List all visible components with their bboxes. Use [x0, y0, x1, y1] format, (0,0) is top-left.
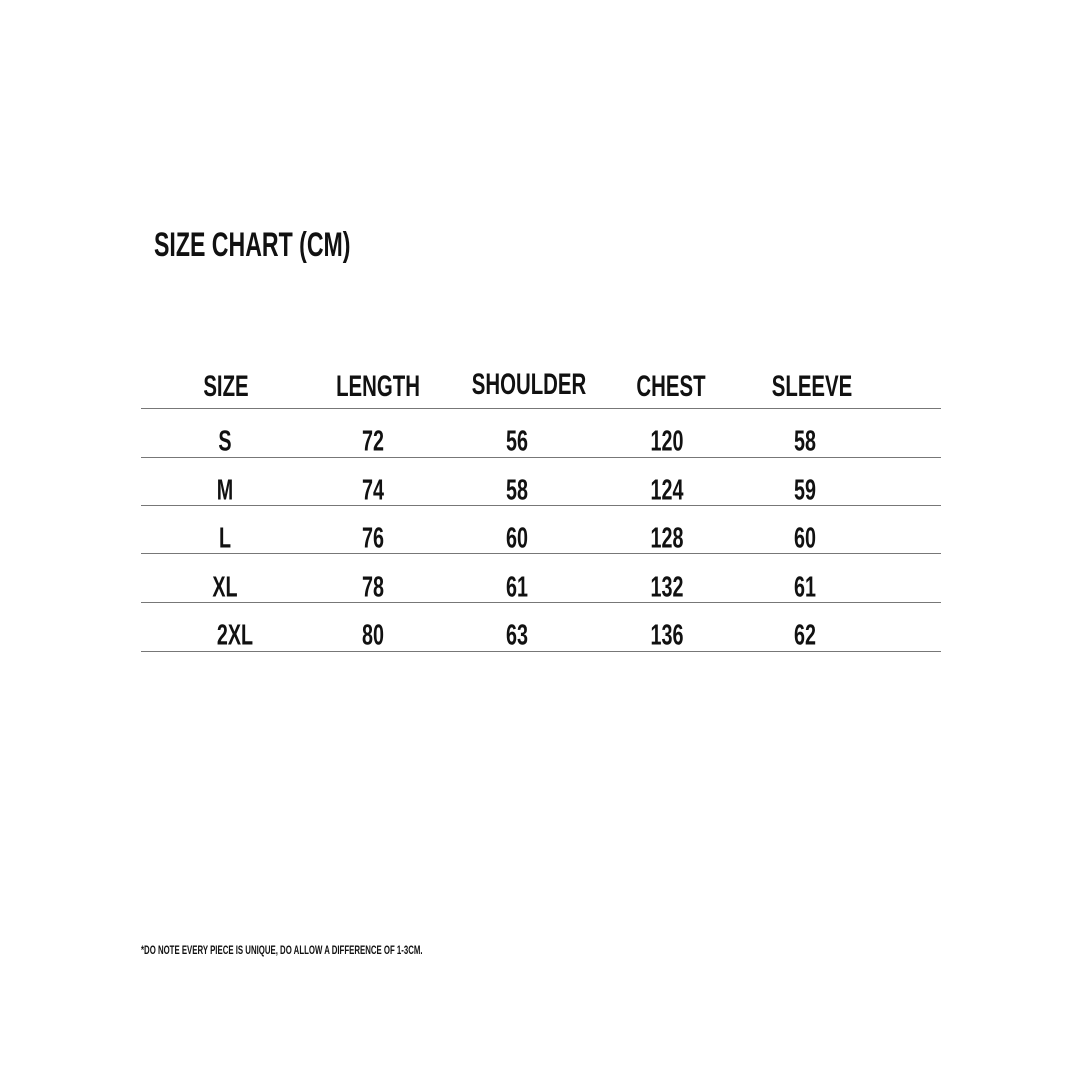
- cell-chest: 120: [650, 425, 684, 458]
- cell-size: 2XL: [216, 619, 254, 652]
- column-header-size: SIZE: [203, 370, 249, 403]
- cell-length: 74: [362, 474, 384, 507]
- cell-size: L: [218, 522, 232, 555]
- cell-chest: 132: [650, 571, 684, 604]
- cell-chest: 128: [650, 522, 684, 555]
- row-divider: [141, 505, 941, 506]
- row-divider: [141, 553, 941, 554]
- row-divider: [141, 602, 941, 603]
- column-header-length: LENGTH: [336, 370, 420, 403]
- cell-sleeve: 61: [794, 571, 816, 604]
- cell-shoulder: 63: [506, 619, 528, 652]
- cell-shoulder: 61: [506, 571, 528, 604]
- cell-size: XL: [212, 571, 238, 604]
- cell-length: 76: [362, 522, 384, 555]
- cell-size: S: [218, 425, 232, 458]
- cell-length: 80: [362, 619, 384, 652]
- cell-length: 72: [362, 425, 384, 458]
- cell-sleeve: 59: [794, 474, 816, 507]
- cell-shoulder: 56: [506, 425, 528, 458]
- page-title: SIZE CHART (CM): [154, 226, 351, 264]
- footnote: *DO NOTE EVERY PIECE IS UNIQUE, DO ALLOW…: [141, 945, 423, 957]
- cell-shoulder: 60: [506, 522, 528, 555]
- cell-shoulder: 58: [506, 474, 528, 507]
- row-divider: [141, 408, 941, 409]
- row-divider: [141, 457, 941, 458]
- cell-chest: 136: [650, 619, 684, 652]
- row-divider: [141, 651, 941, 652]
- column-header-sleeve: SLEEVE: [771, 370, 853, 403]
- column-header-chest: CHEST: [636, 370, 706, 403]
- cell-size: M: [216, 474, 234, 507]
- cell-chest: 124: [650, 474, 684, 507]
- cell-length: 78: [362, 571, 384, 604]
- cell-sleeve: 58: [794, 425, 816, 458]
- cell-sleeve: 62: [794, 619, 816, 652]
- column-header-shoulder: SHOULDER: [471, 368, 587, 401]
- cell-sleeve: 60: [794, 522, 816, 555]
